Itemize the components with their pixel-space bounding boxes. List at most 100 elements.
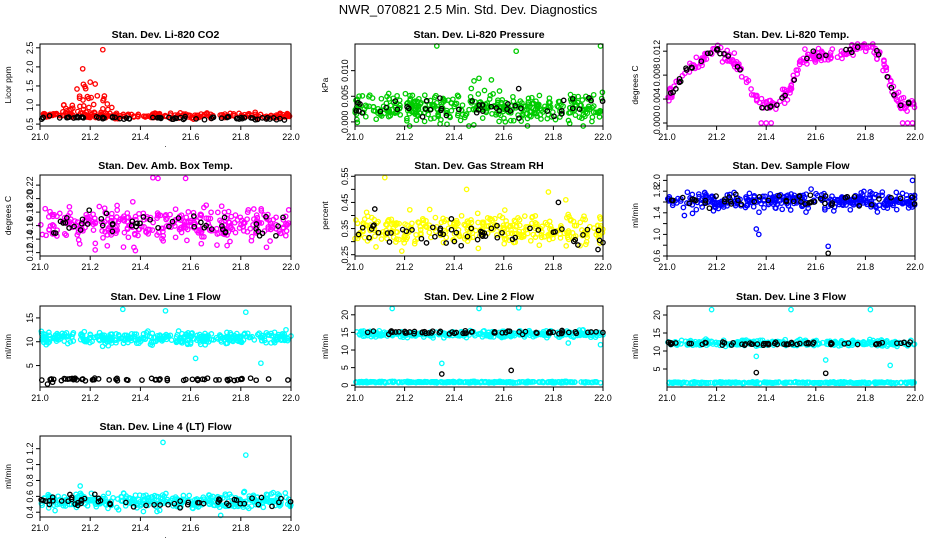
y-axis-label: Licor ppm	[3, 66, 13, 103]
reference-point	[191, 223, 198, 230]
sample-point	[462, 112, 469, 119]
sample-point	[443, 234, 450, 241]
sample-point	[893, 206, 900, 213]
reference-point	[79, 216, 86, 223]
sample-point	[190, 116, 197, 122]
sample-point	[99, 332, 106, 338]
reference-point	[851, 193, 858, 200]
reference-point	[464, 233, 471, 240]
sample-point	[427, 115, 434, 122]
reference-point	[872, 341, 879, 348]
reference-point	[794, 341, 800, 348]
sample-point	[197, 211, 204, 218]
reference-point	[57, 218, 64, 225]
sample-point	[227, 238, 233, 245]
sample-point	[755, 231, 762, 238]
reference-point	[255, 501, 262, 508]
reference-point	[707, 50, 714, 56]
plot-frame	[666, 43, 916, 127]
plot-frame	[39, 43, 292, 127]
reference-point	[56, 115, 63, 121]
y-axis-label: degrees C	[3, 196, 13, 235]
sample-point	[855, 194, 861, 200]
sample-point	[192, 355, 199, 362]
reference-point	[751, 198, 758, 205]
reference-point	[706, 205, 713, 212]
sample-point	[464, 218, 471, 225]
reference-point	[462, 330, 468, 336]
sample-point	[565, 211, 572, 218]
reference-point	[714, 46, 720, 53]
reference-point	[209, 114, 216, 121]
x-tick-label: 21.0	[658, 262, 676, 272]
sample-point	[140, 508, 147, 515]
sample-point	[210, 227, 217, 234]
reference-point	[443, 112, 450, 119]
sample-point	[78, 331, 85, 337]
line-base-point	[722, 380, 729, 386]
reference-point	[123, 376, 130, 383]
line-base-point	[353, 379, 360, 386]
reference-point	[126, 116, 133, 122]
x-tick-label: 21.6	[182, 132, 200, 142]
reference-point	[437, 95, 443, 101]
reference-point	[535, 227, 542, 233]
reference-point	[254, 116, 261, 123]
reference-point	[237, 500, 244, 507]
reference-point	[776, 192, 782, 199]
sample-point	[693, 54, 700, 61]
sample-point	[822, 206, 828, 213]
sample-point	[141, 496, 147, 503]
sample-point	[787, 207, 794, 213]
y-tick-label: 10	[652, 346, 662, 356]
sample-point	[284, 221, 291, 228]
sample-point	[394, 229, 401, 235]
sample-point	[248, 503, 255, 509]
reference-point	[482, 233, 489, 239]
sample-point	[689, 210, 696, 217]
reference-point	[418, 235, 425, 242]
reference-point	[219, 223, 225, 229]
line-base-point	[839, 380, 846, 387]
sample-point	[381, 174, 388, 181]
reference-point	[879, 339, 886, 346]
reference-point	[534, 330, 540, 337]
x-tick-label: 21.4	[132, 132, 150, 142]
chart-panel-4: Stan. Dev. Amb. Box Temp. 21.0 21.2 21.4 21.…	[3, 160, 300, 272]
chart-panel-1: Stan. Dev. Li-820 CO2 21.0 21.2 21.4 21.6 21.…	[3, 29, 300, 149]
panel-title: Stan. Dev. Li-820 CO2	[112, 29, 220, 41]
reference-point	[739, 341, 745, 348]
sample-point	[46, 338, 53, 345]
sample-point	[744, 202, 751, 209]
chart-panel-5: Stan. Dev. Gas Stream RH 21.0 21.2 21.4 21.6…	[320, 160, 612, 272]
panel-title: Stan. Dev. Gas Stream RH	[414, 160, 543, 172]
reference-point	[114, 375, 120, 382]
y-axis-label: ml/min	[320, 334, 330, 359]
reference-point	[475, 107, 482, 113]
sample-point	[678, 340, 684, 347]
sample-point	[475, 91, 482, 97]
sample-point	[542, 103, 548, 110]
reference-point	[189, 376, 196, 383]
sample-point	[51, 223, 57, 229]
sample-point	[474, 210, 481, 217]
sample-point	[56, 210, 63, 217]
sample-point	[507, 117, 514, 124]
reference-point	[545, 329, 552, 336]
reference-point	[798, 198, 804, 205]
sample-point	[43, 114, 50, 120]
sample-point	[76, 95, 83, 102]
sample-point	[595, 234, 602, 241]
data-points	[38, 439, 294, 519]
sample-point	[394, 109, 401, 116]
sample-point	[836, 201, 843, 208]
sample-point	[753, 226, 760, 232]
sample-point	[371, 216, 378, 223]
reference-point	[130, 503, 137, 510]
sample-point	[746, 190, 753, 197]
sample-point	[45, 505, 52, 511]
sample-point	[240, 223, 246, 230]
sample-point	[176, 335, 183, 342]
sample-point	[825, 243, 832, 250]
sample-point	[502, 118, 509, 125]
